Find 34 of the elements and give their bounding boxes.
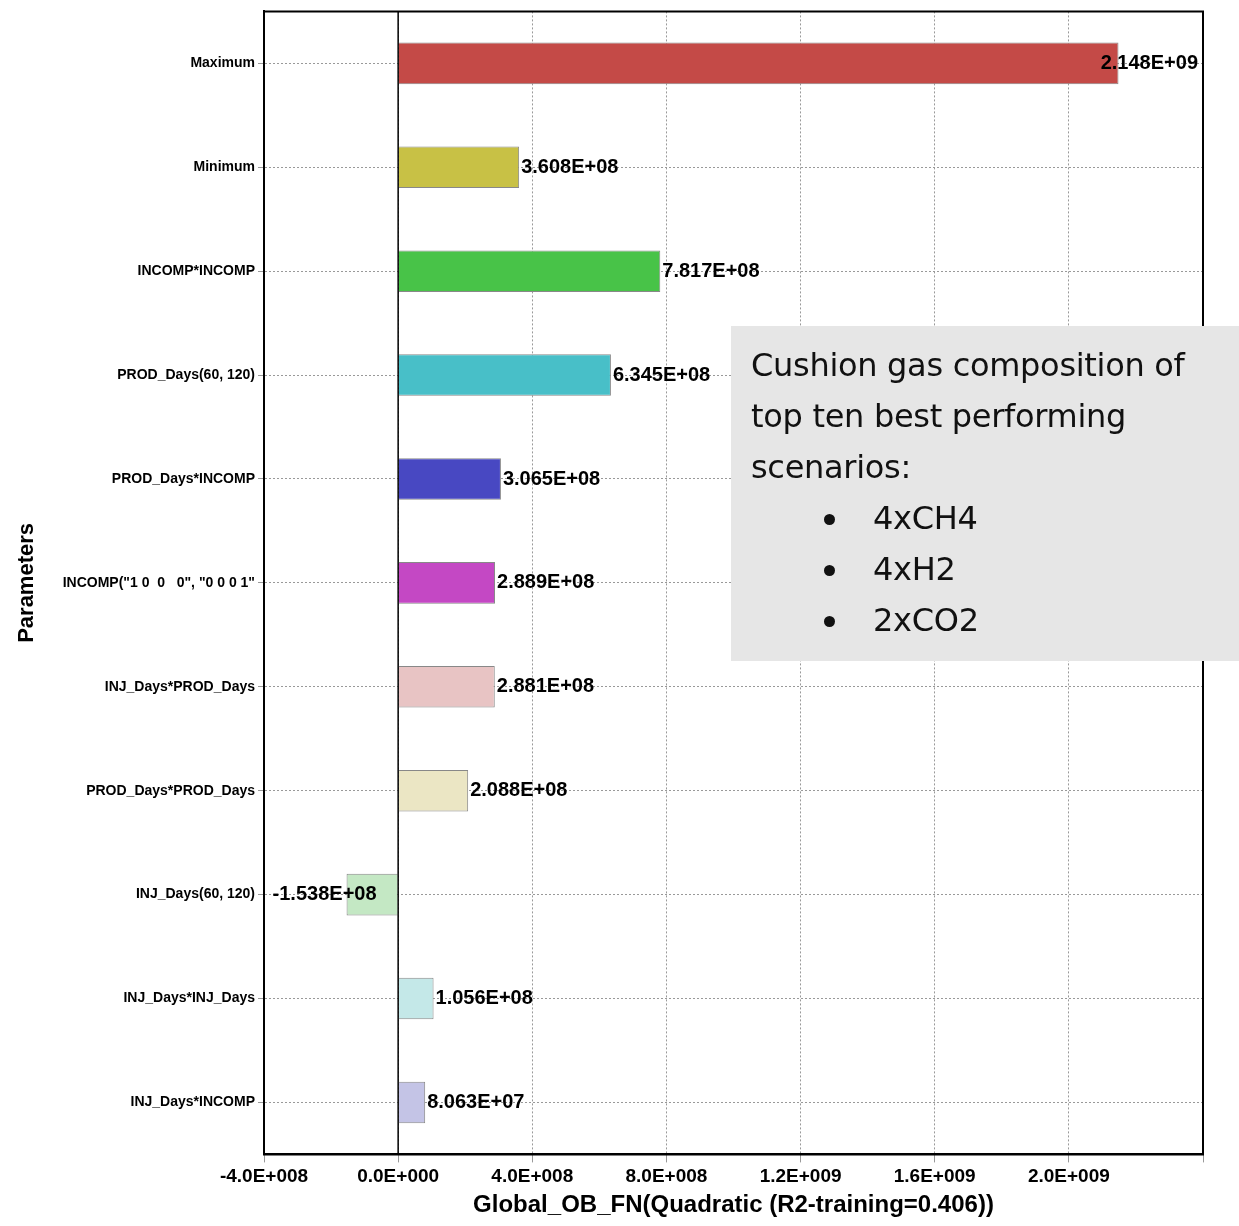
x-tick-label: 1.2E+009 (759, 1165, 842, 1187)
data-label: 3.608E+08 (521, 154, 619, 177)
y-tick-label: INJ_Days(60, 120) (135, 885, 255, 902)
annotation: 2xCO2 (872, 600, 980, 641)
annotation: 4xCH4 (872, 498, 979, 539)
y-tick-label: PROD_Days*INCOMP (111, 469, 255, 486)
data-label: 2.088E+08 (470, 778, 568, 801)
x-tick-label: -4.0E+008 (219, 1165, 309, 1187)
data-label: 3.065E+08 (502, 466, 601, 489)
data-label: 7.817E+08 (662, 258, 760, 281)
annotation: 4xH2 (872, 549, 957, 590)
data-label: 2.881E+08 (496, 674, 595, 697)
y-tick-label: Maximum (190, 54, 255, 71)
data-label: 6.345E+08 (612, 362, 711, 385)
y-tick-label: INCOMP("1 0 0 0", "0 0 0 1" (62, 573, 255, 590)
x-tick-label: 1.6E+009 (893, 1165, 976, 1187)
data-label: 2.889E+08 (497, 570, 595, 593)
x-tick-label: 8.0E+008 (625, 1165, 708, 1187)
x-axis-title: Global_OB_FN(Quadratic (R2-training=0.406)) (473, 1190, 994, 1218)
data-label: 1.056E+08 (435, 986, 533, 1009)
x-tick-label: 4.0E+008 (491, 1165, 574, 1187)
y-tick-label: PROD_Days(60, 120) (117, 365, 255, 382)
data-label: -1.538E+08 (272, 882, 377, 905)
y-tick-label: PROD_Days*PROD_Days (86, 781, 256, 798)
data-label: 8.063E+07 (427, 1089, 525, 1112)
y-tick-label: INJ_Days*INCOMP (130, 1093, 255, 1110)
y-tick-label: Minimum (193, 158, 255, 175)
annotation: Cushion gas composition of top ten best performing scenarios: (751, 345, 1187, 488)
y-tick-label: INJ_Days*PROD_Days (104, 677, 256, 694)
y-tick-label: INCOMP*INCOMP (137, 262, 255, 279)
y-tick-label: INJ_Days*INJ_Days (123, 989, 256, 1006)
x-tick-label: 0.0E+000 (357, 1165, 440, 1187)
x-tick-label: 2.0E+009 (1027, 1165, 1110, 1187)
y-axis-title: Parameters (13, 522, 39, 643)
